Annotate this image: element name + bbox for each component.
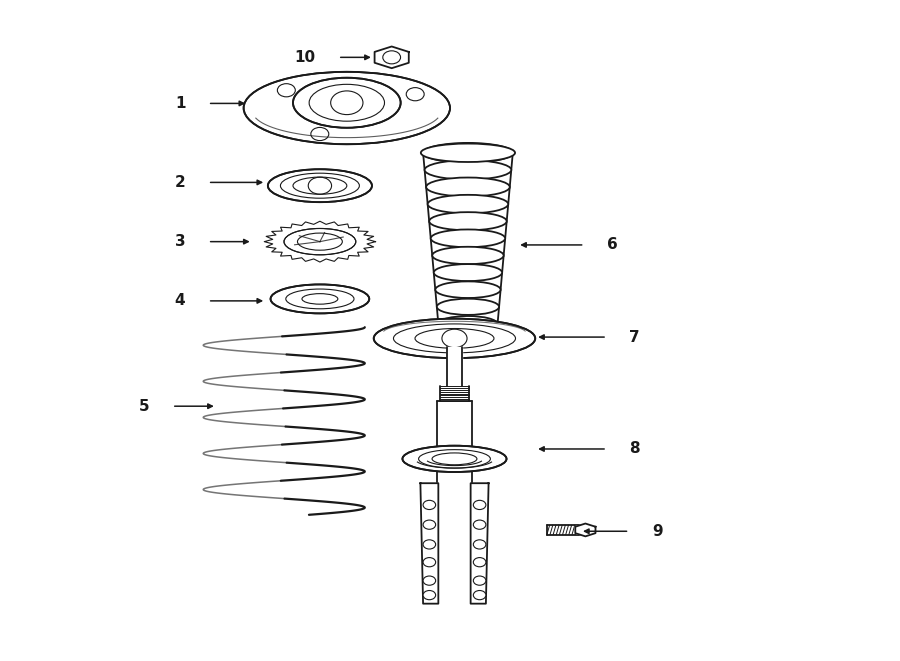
Text: 5: 5 xyxy=(139,399,149,414)
Ellipse shape xyxy=(426,178,509,196)
Polygon shape xyxy=(471,483,489,603)
Ellipse shape xyxy=(423,576,436,585)
Ellipse shape xyxy=(473,558,486,566)
Polygon shape xyxy=(447,347,462,387)
Ellipse shape xyxy=(428,195,508,214)
Polygon shape xyxy=(436,401,472,485)
Ellipse shape xyxy=(423,520,436,529)
Ellipse shape xyxy=(474,327,483,334)
Ellipse shape xyxy=(453,327,462,334)
Polygon shape xyxy=(374,46,409,68)
Text: 2: 2 xyxy=(175,175,185,190)
Ellipse shape xyxy=(423,500,436,510)
Ellipse shape xyxy=(271,284,369,313)
Ellipse shape xyxy=(284,229,356,254)
Ellipse shape xyxy=(473,576,486,585)
Ellipse shape xyxy=(402,446,507,472)
Polygon shape xyxy=(420,483,438,603)
Ellipse shape xyxy=(423,143,513,163)
Ellipse shape xyxy=(244,72,450,144)
Ellipse shape xyxy=(423,558,436,566)
Text: 6: 6 xyxy=(607,237,617,253)
Ellipse shape xyxy=(473,500,486,510)
Polygon shape xyxy=(575,524,596,536)
Ellipse shape xyxy=(434,264,502,281)
Polygon shape xyxy=(547,525,581,535)
Ellipse shape xyxy=(438,316,498,332)
Ellipse shape xyxy=(432,247,504,264)
Text: 7: 7 xyxy=(629,330,640,344)
Ellipse shape xyxy=(423,590,436,600)
Ellipse shape xyxy=(436,282,500,298)
Ellipse shape xyxy=(268,169,372,202)
Text: 1: 1 xyxy=(175,96,185,111)
Ellipse shape xyxy=(431,229,505,247)
Text: 3: 3 xyxy=(175,234,185,249)
Ellipse shape xyxy=(429,320,507,341)
Text: 4: 4 xyxy=(175,293,185,309)
Text: 10: 10 xyxy=(294,50,315,65)
Ellipse shape xyxy=(473,520,486,529)
Ellipse shape xyxy=(423,540,436,549)
Ellipse shape xyxy=(293,78,400,128)
Polygon shape xyxy=(265,221,375,262)
Text: 9: 9 xyxy=(652,524,662,539)
Ellipse shape xyxy=(421,143,515,162)
Ellipse shape xyxy=(374,319,536,358)
Ellipse shape xyxy=(429,212,507,230)
Ellipse shape xyxy=(425,160,511,180)
Text: 8: 8 xyxy=(629,442,640,457)
Ellipse shape xyxy=(436,299,500,315)
Ellipse shape xyxy=(473,540,486,549)
Ellipse shape xyxy=(473,590,486,600)
